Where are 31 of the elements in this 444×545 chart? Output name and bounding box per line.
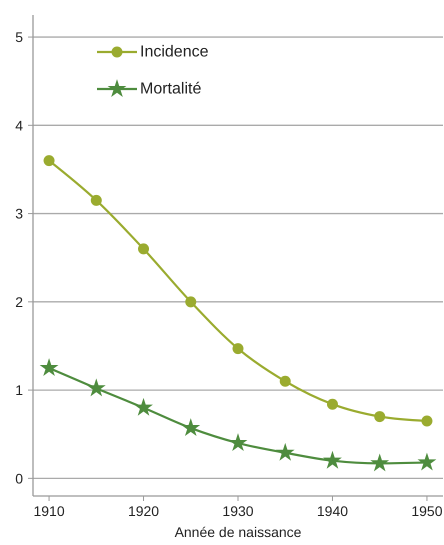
point xyxy=(138,243,150,254)
point xyxy=(276,442,295,461)
point xyxy=(323,450,342,469)
legend-label: Mortalité xyxy=(140,80,202,98)
y-tick-label: 1 xyxy=(15,382,24,398)
x-tick-label: 1920 xyxy=(128,503,160,519)
y-tick-label: 2 xyxy=(15,294,24,310)
point xyxy=(374,411,386,422)
x-axis-title: Année de naissance xyxy=(174,524,302,540)
point xyxy=(370,453,390,472)
legend-label: Incidence xyxy=(140,44,209,60)
x-tick-label: 1910 xyxy=(33,503,65,519)
point xyxy=(418,452,436,470)
point xyxy=(421,415,432,426)
point xyxy=(326,398,338,410)
point xyxy=(185,296,196,308)
point xyxy=(181,418,200,436)
y-tick-label: 5 xyxy=(15,29,24,46)
point xyxy=(134,398,153,416)
x-tick-label: 1940 xyxy=(316,503,348,519)
x-tick-label: 1930 xyxy=(222,503,254,519)
y-tick-label: 4 xyxy=(15,117,24,134)
x-tick-label: 1950 xyxy=(411,503,443,519)
y-tick-label: 0 xyxy=(15,470,24,486)
point xyxy=(280,376,291,387)
point xyxy=(86,378,106,396)
point xyxy=(232,343,244,354)
y-tick-label: 3 xyxy=(15,206,24,222)
point xyxy=(40,358,58,376)
point xyxy=(44,155,55,166)
point xyxy=(90,194,102,206)
